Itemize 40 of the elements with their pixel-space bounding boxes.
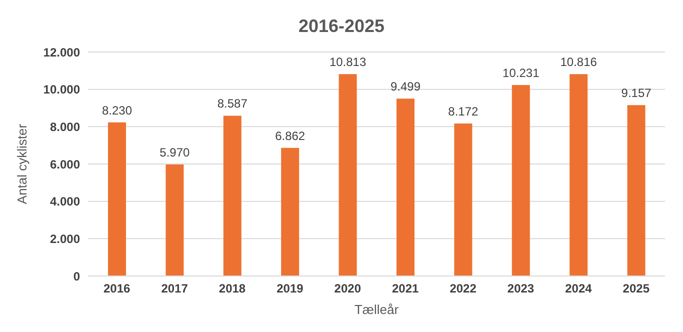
bar — [570, 74, 588, 276]
x-tick-label: 2023 — [507, 282, 534, 296]
data-label: 6.862 — [275, 128, 306, 143]
bar — [396, 98, 414, 276]
bar — [223, 116, 242, 276]
x-tick-label: 2024 — [565, 282, 592, 296]
y-tick-label: 2.000 — [50, 232, 80, 246]
x-axis-title: Tælleår — [354, 302, 400, 317]
x-tick-label: 2025 — [622, 282, 650, 296]
y-tick-label: 4.000 — [50, 194, 80, 209]
x-tick-label: 2021 — [392, 282, 420, 296]
data-label: 10.816 — [560, 55, 598, 70]
x-tick-label: 2020 — [334, 282, 362, 296]
data-label: 10.231 — [502, 66, 540, 80]
y-tick-label: 6.000 — [50, 157, 80, 172]
y-axis-title: Antal cyklister — [14, 123, 30, 204]
bar — [108, 122, 126, 276]
data-label: 10.813 — [329, 55, 366, 70]
x-tick-label: 2019 — [276, 282, 304, 296]
x-tick-label: 2018 — [218, 282, 246, 296]
chart-title: 2016-2025 — [297, 15, 386, 38]
y-tick-label: 8.000 — [50, 120, 80, 134]
data-label: 8.172 — [448, 104, 479, 118]
x-tick-label: 2016 — [104, 282, 131, 296]
data-label: 5.970 — [160, 146, 190, 160]
x-tick-label: 2022 — [450, 282, 477, 296]
y-tick-label: 10.000 — [43, 82, 80, 97]
data-label: 9.499 — [390, 80, 421, 94]
bar — [338, 74, 357, 276]
data-label: 8.587 — [217, 96, 248, 111]
x-tick-label: 2017 — [161, 282, 188, 296]
bar — [454, 123, 472, 276]
y-tick-label: 0 — [73, 269, 80, 284]
bar — [166, 164, 184, 276]
data-label: 9.157 — [621, 86, 652, 100]
data-label: 8.230 — [102, 103, 132, 118]
bar — [281, 148, 300, 276]
y-tick-label: 12.000 — [43, 45, 80, 60]
bar — [512, 85, 530, 276]
bar — [627, 105, 646, 276]
